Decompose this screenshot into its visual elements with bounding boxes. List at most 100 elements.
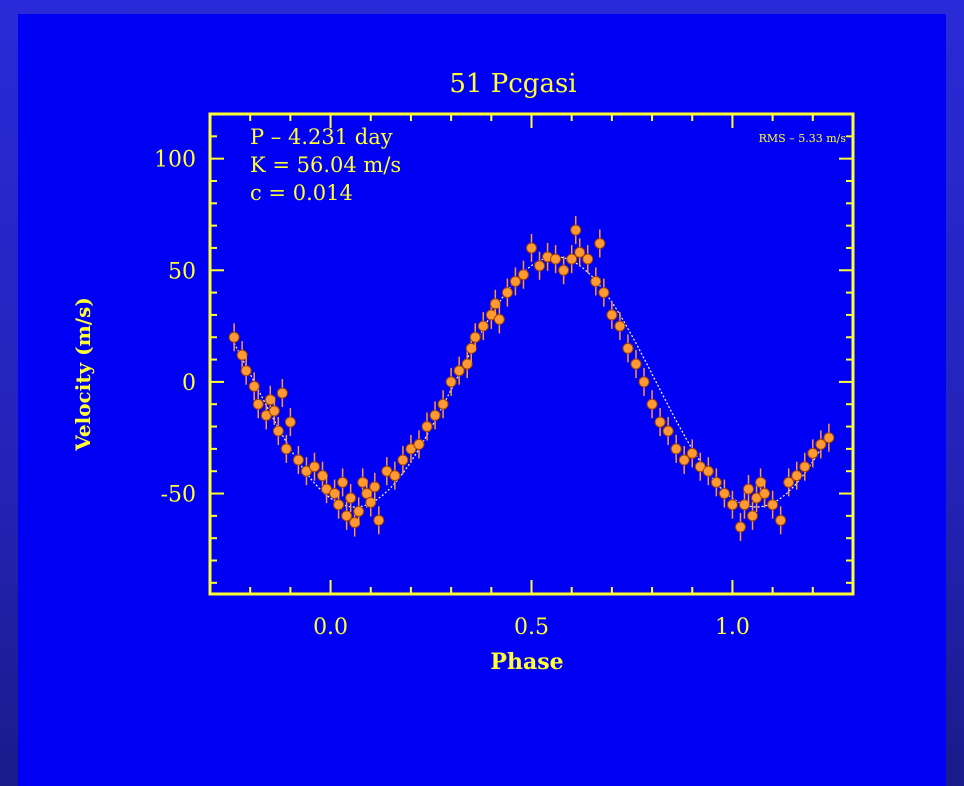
data-point (654, 416, 666, 428)
data-point (276, 387, 288, 399)
data-point (638, 376, 650, 388)
data-point (702, 465, 714, 477)
data-point (570, 224, 582, 236)
data-point (646, 398, 658, 410)
data-point (759, 488, 771, 500)
data-point (662, 425, 674, 437)
data-point (823, 432, 835, 444)
y-tick-label: 0 (182, 371, 196, 396)
data-point (686, 447, 698, 459)
radial-velocity-chart: 51 Pcgasi 100 50 0 -50 0.0 0.5 1.0 Phase Velo… (71, 69, 855, 675)
rms-annotation: RMS – 5.33 m/s (759, 132, 847, 145)
data-point (337, 476, 349, 488)
data-point (799, 461, 811, 473)
data-point (292, 454, 304, 466)
data-point (783, 476, 795, 488)
data-point (445, 376, 457, 388)
y-tick-labels: 100 50 0 -50 (154, 148, 196, 508)
data-point (353, 505, 365, 517)
x-axis-label: Phase (490, 649, 563, 675)
x-tick-label: 0.0 (313, 615, 348, 640)
data-point (598, 287, 610, 299)
data-point (594, 237, 606, 249)
x-tick-label: 0.5 (514, 615, 549, 640)
chart-title: 51 Pcgasi (449, 69, 576, 99)
data-point (807, 447, 819, 459)
data-point (308, 461, 320, 473)
y-tick-label: 50 (168, 259, 196, 284)
y-tick-label: 100 (154, 148, 196, 173)
period-annotation: P – 4.231 day (250, 125, 393, 149)
data-point (349, 517, 361, 529)
data-point (726, 499, 738, 511)
data-point (397, 454, 409, 466)
data-point (710, 476, 722, 488)
amplitude-annotation: K = 56.04 m/s (250, 153, 401, 177)
data-point (582, 253, 594, 265)
data-point (734, 521, 746, 533)
data-point (743, 483, 755, 495)
data-point (357, 476, 369, 488)
data-point (329, 488, 341, 500)
data-point (389, 470, 401, 482)
data-point (461, 358, 473, 370)
data-point (453, 365, 465, 377)
data-point (252, 398, 264, 410)
data-point (365, 496, 377, 508)
data-point (517, 269, 529, 281)
eccentricity-annotation: c = 0.014 (250, 181, 353, 205)
data-point (614, 320, 626, 332)
chart-panel: 51 Pcgasi 100 50 0 -50 0.0 0.5 1.0 Phase Velo… (18, 14, 946, 786)
data-point (317, 470, 329, 482)
data-point (791, 470, 803, 482)
data-point (493, 313, 505, 325)
data-point (509, 275, 521, 287)
data-point (775, 514, 787, 526)
data-point (345, 492, 357, 504)
data-point (437, 398, 449, 410)
data-point (558, 264, 570, 276)
data-point (622, 342, 634, 354)
data-point (747, 510, 759, 522)
data-point (465, 342, 477, 354)
data-points (228, 216, 835, 542)
data-point (272, 425, 284, 437)
fit-curve (233, 256, 830, 508)
fit-line (233, 256, 830, 508)
data-point (670, 443, 682, 455)
data-point (718, 488, 730, 500)
data-point (606, 309, 618, 321)
data-point (228, 331, 240, 343)
data-point (284, 416, 296, 428)
data-point (469, 331, 481, 343)
data-point (413, 438, 425, 450)
data-point (738, 499, 750, 511)
data-point (767, 499, 779, 511)
data-point (240, 365, 252, 377)
data-point (550, 253, 562, 265)
data-point (678, 454, 690, 466)
data-point (526, 242, 537, 254)
data-point (248, 380, 260, 392)
data-point (373, 514, 385, 526)
data-point (421, 421, 433, 433)
data-point (815, 438, 827, 450)
y-tick-label: -50 (161, 483, 196, 508)
data-point (236, 349, 248, 361)
data-point (477, 320, 489, 332)
data-point (590, 275, 602, 287)
data-point (429, 409, 441, 421)
data-point (369, 481, 381, 493)
data-point (268, 405, 280, 417)
data-point (264, 394, 276, 406)
x-tick-labels: 0.0 0.5 1.0 (313, 615, 750, 640)
data-point (489, 298, 501, 310)
x-tick-label: 1.0 (715, 615, 750, 640)
data-point (566, 253, 578, 265)
data-point (534, 260, 546, 272)
data-point (333, 499, 345, 511)
data-point (630, 358, 642, 370)
data-point (280, 443, 292, 455)
tick-marks (209, 113, 854, 594)
data-point (341, 510, 353, 522)
